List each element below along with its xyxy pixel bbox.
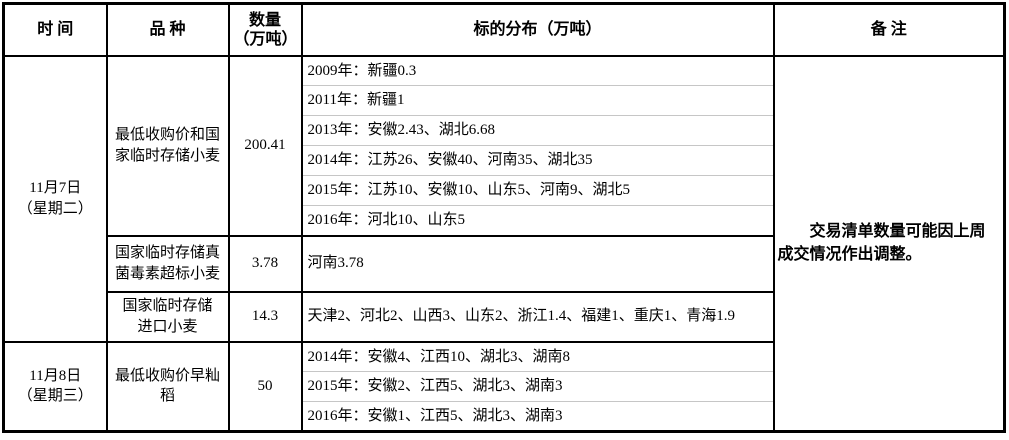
variety-cell-rice-minprice: 最低收购价早籼 稻 bbox=[105, 340, 230, 432]
target-cell-2009: 2009年：新疆0.3 bbox=[300, 55, 775, 86]
col-header-remark: 备 注 bbox=[772, 3, 1006, 57]
table-row: 2013年：安徽2.43、湖北6.68 bbox=[4, 115, 1005, 146]
target-cell-2013: 2013年：安徽2.43、湖北6.68 bbox=[300, 115, 775, 146]
remark-cell: 交易清单数量可能因上周成交情况作出调整。 bbox=[772, 55, 1006, 432]
date-cell-nov8: 11月8日 （星期三） bbox=[2, 340, 108, 432]
quantity-cell-wheat-minprice: 200.41 bbox=[227, 55, 303, 236]
target-cell-2016: 2016年：河北10、山东5 bbox=[300, 205, 775, 236]
target-cell-2011: 2011年：新疆1 bbox=[300, 85, 775, 116]
table-row: 2011年：新疆1 bbox=[4, 85, 1005, 116]
target-cell-henan: 河南3.78 bbox=[300, 234, 775, 292]
table-row: 11月7日 （星期二） 最低收购价和国 家临时存储小麦 200.41 2009年… bbox=[2, 55, 1006, 432]
col-header-time: 时 间 bbox=[2, 3, 108, 57]
quantity-cell-wheat-mycotoxin: 3.78 bbox=[227, 234, 303, 292]
table-row: 2015年：江苏10、安徽10、山东5、河南9、湖北5 bbox=[4, 175, 1005, 206]
date-cell-nov7: 11月7日 （星期二） bbox=[2, 55, 108, 342]
header-row: 时 间 品 种 数量 （万吨） 标的分布（万吨） 备 注 bbox=[2, 3, 1006, 57]
table-row: 2015年：安徽2、江西5、湖北3、湖南3 bbox=[4, 371, 1005, 402]
table-row: 11月8日 （星期三） 最低收购价早籼 稻 50 2014年：安徽4、江西10、… bbox=[2, 340, 1005, 432]
variety-cell-wheat-mycotoxin: 国家临时存储真 菌毒素超标小麦 bbox=[105, 234, 230, 292]
table-row: 2016年：安徽1、江西5、湖北3、湖南3 bbox=[4, 401, 1005, 432]
variety-cell-wheat-imported: 国家临时存储 进口小麦 bbox=[105, 290, 230, 342]
variety-cell-wheat-minprice: 最低收购价和国 家临时存储小麦 bbox=[105, 55, 230, 236]
quantity-cell-rice-minprice: 50 bbox=[227, 340, 303, 432]
col-header-variety: 品 种 bbox=[105, 3, 230, 57]
table-row: 国家临时存储真 菌毒素超标小麦 3.78 河南3.78 bbox=[4, 234, 1005, 292]
table-row: 2014年：江苏26、安徽40、河南35、湖北35 bbox=[4, 145, 1005, 176]
col-header-distribution: 标的分布（万吨） bbox=[300, 3, 775, 57]
quantity-cell-wheat-imported: 14.3 bbox=[227, 290, 303, 342]
target-cell-rice-2015: 2015年：安徽2、江西5、湖北3、湖南3 bbox=[300, 371, 775, 402]
table-row: 国家临时存储 进口小麦 14.3 天津2、河北2、山西3、山东2、浙江1.4、福… bbox=[4, 290, 1005, 342]
target-cell-rice-2016: 2016年：安徽1、江西5、湖北3、湖南3 bbox=[300, 401, 775, 432]
grain-auction-table: 时 间 品 种 数量 （万吨） 标的分布（万吨） 备 注 11月7日 （星期二）… bbox=[2, 2, 1006, 433]
target-cell-2014: 2014年：江苏26、安徽40、河南35、湖北35 bbox=[300, 145, 775, 176]
table-row: 2016年：河北10、山东5 bbox=[4, 205, 1005, 236]
target-cell-imported: 天津2、河北2、山西3、山东2、浙江1.4、福建1、重庆1、青海1.9 bbox=[300, 290, 775, 342]
target-cell-2015: 2015年：江苏10、安徽10、山东5、河南9、湖北5 bbox=[300, 175, 775, 206]
target-cell-rice-2014: 2014年：安徽4、江西10、湖北3、湖南8 bbox=[300, 340, 775, 372]
col-header-quantity: 数量 （万吨） bbox=[227, 3, 303, 57]
